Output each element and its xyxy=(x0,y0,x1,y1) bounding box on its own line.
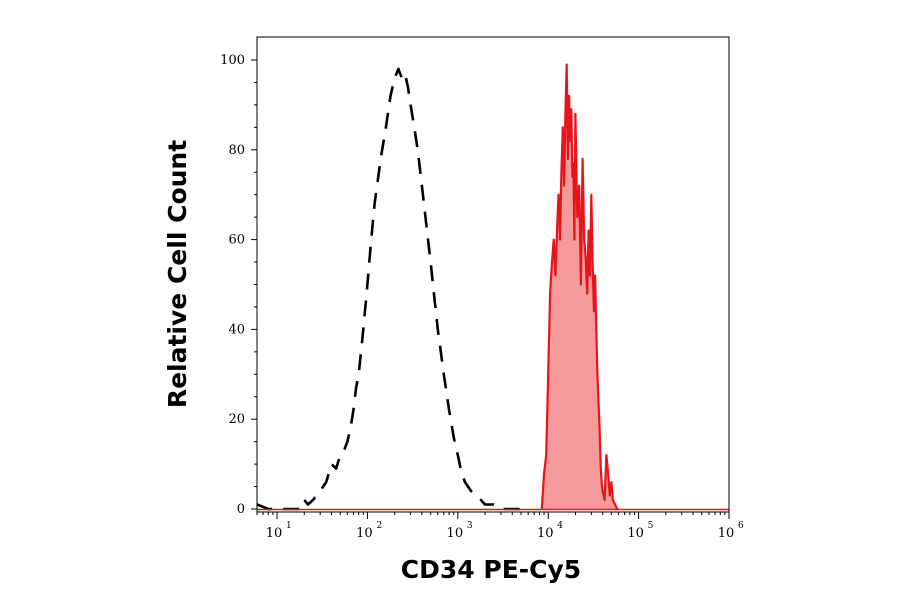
x-tick-exponent-4: 5 xyxy=(648,521,654,531)
series-0-line xyxy=(256,67,529,511)
x-tick-label-5: 10 xyxy=(718,526,735,541)
x-tick-exponent-3: 4 xyxy=(557,521,563,531)
y-tick-label-3: 60 xyxy=(228,233,245,248)
x-tick-label-0: 10 xyxy=(266,526,283,541)
y-tick-label-0: 0 xyxy=(237,502,245,517)
series-1-fill xyxy=(541,64,619,509)
x-tick-exponent-0: 1 xyxy=(286,521,292,531)
y-tick-label-4: 80 xyxy=(228,143,245,158)
y-tick-label-2: 40 xyxy=(228,322,245,337)
x-tick-exponent-2: 3 xyxy=(467,521,473,531)
plot-frame xyxy=(256,36,730,513)
x-tick-label-4: 10 xyxy=(627,526,644,541)
plot-area xyxy=(256,63,729,511)
x-tick-exponent-1: 2 xyxy=(376,521,382,531)
x-axis-title: CD34 PE-Cy5 xyxy=(401,555,581,584)
x-tick-label-1: 10 xyxy=(356,526,373,541)
y-tick-label-5: 100 xyxy=(220,53,245,68)
y-tick-label-1: 20 xyxy=(228,412,245,427)
y-axis-title: Relative Cell Count xyxy=(163,140,192,408)
series-1-line xyxy=(540,63,619,511)
x-tick-exponent-5: 6 xyxy=(738,521,744,531)
x-tick-label-3: 10 xyxy=(537,526,554,541)
x-tick-label-2: 10 xyxy=(447,526,464,541)
